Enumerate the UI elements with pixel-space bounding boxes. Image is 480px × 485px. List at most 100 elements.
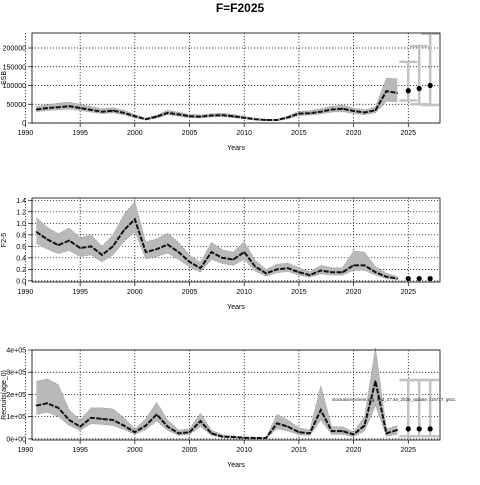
estimate-point [123,229,125,231]
plot-frame [31,349,441,441]
y-tick-label: 100000 [3,83,26,90]
estimate-point [352,110,355,112]
estimate-point [90,109,92,111]
x-tick-label: 2015 [291,447,307,454]
estimate-point [298,431,300,433]
estimate-point [79,247,81,249]
estimate-point [155,115,158,118]
estimate-point [145,118,147,120]
confidence-band [36,201,398,280]
confidence-band [36,347,398,439]
x-tick-label: 2010 [236,130,252,137]
estimate-point [166,112,169,114]
estimate-point [254,265,256,268]
estimate-point [298,112,300,115]
estimate-point [177,251,180,253]
estimate-point [352,433,355,436]
estimate-line [36,90,398,121]
estimate-point [221,435,224,438]
x-tick-label: 2010 [236,447,252,454]
estimate-point [385,432,388,435]
estimate-point [374,109,377,111]
y-tick-label: 0.8 [16,232,26,239]
estimate-point [254,437,256,439]
upper-bound-line [36,77,398,120]
x-tick-label: 2010 [236,289,252,296]
estimate-point [254,118,256,120]
estimate-point [199,420,202,422]
x-tick-label: 2000 [127,289,143,296]
x-tick-label: 2020 [346,130,362,137]
x-tick-label: 1990 [18,130,34,137]
x-tick-label: 1990 [18,447,34,454]
y-tick-label: 150000 [3,64,26,71]
y-tick-label: 0.2 [16,267,26,274]
x-tick-label: 2015 [291,130,307,137]
estimate-point [298,271,300,273]
estimate-point [221,257,224,259]
plot-frame [31,197,441,283]
watermark-label: stockassessment.org, had_27.46_2025_upda… [332,397,456,402]
estimate-point [134,431,136,433]
estimate-point [166,425,169,428]
estimate-point [101,254,103,256]
panel-ssb: 1990 1995 2000 2005 2010 2015 2020 2025 Years 0 50… [1,32,441,152]
estimate-point [276,268,278,271]
panel-fbar: 1990 1995 2000 2005 2010 2015 2020 2025 Years 0.0… [1,197,441,311]
estimate-point [46,238,49,241]
lower-bound-line [36,231,398,280]
estimate-point [177,113,180,116]
estimate-point [265,119,267,121]
estimate-point [112,419,114,421]
estimate-point [123,112,125,114]
estimate-point [188,431,191,433]
y-tick-label: 1.4 [16,198,26,205]
forecast-point [427,426,433,432]
estimate-point [363,424,366,427]
estimate-point [79,425,81,428]
estimate-point [177,432,180,435]
y-axis-label: Recruits(age_0) [1,370,8,420]
estimate-point [123,424,125,427]
forecast-point [405,88,411,94]
estimate-point [210,432,213,435]
estimate-point [287,425,289,428]
estimate-point [155,248,158,250]
x-tick-label: 2020 [346,289,362,296]
x-tick-label: 1995 [72,447,88,454]
estimate-point [166,243,169,246]
estimate-point [199,267,202,269]
estimate-point [243,117,245,119]
y-tick-label: 0e+00 [6,436,26,443]
estimate-point [134,115,136,117]
y-tick-label: 1.0 [16,221,26,228]
x-tick-label: 2025 [400,130,416,137]
forecast-point [405,426,411,432]
estimate-point [341,430,344,432]
y-tick-label: 2e+05 [6,392,26,399]
x-tick-label: 2025 [400,289,416,296]
estimate-point [57,106,59,108]
estimate-point [320,409,322,411]
estimate-point [363,111,366,114]
estimate-line [36,380,398,439]
estimate-point [276,422,278,425]
forecast-point [427,275,433,282]
y-tick-label: 1e+05 [6,414,26,421]
figure-title: F=F2025 [216,1,265,15]
estimate-point [396,277,399,280]
estimate-point [35,108,38,111]
x-tick-label: 2000 [127,130,143,137]
estimate-point [35,231,38,233]
estimate-point [331,108,333,111]
y-tick-label: 4e+05 [6,348,26,355]
estimate-point [232,436,234,438]
estimate-point [46,107,49,109]
estimate-point [79,107,81,109]
x-axis-label: Years [227,145,245,152]
x-tick-label: 1995 [72,130,88,137]
estimate-point [396,92,399,94]
estimate-point [68,239,70,242]
estimate-point [341,108,344,110]
